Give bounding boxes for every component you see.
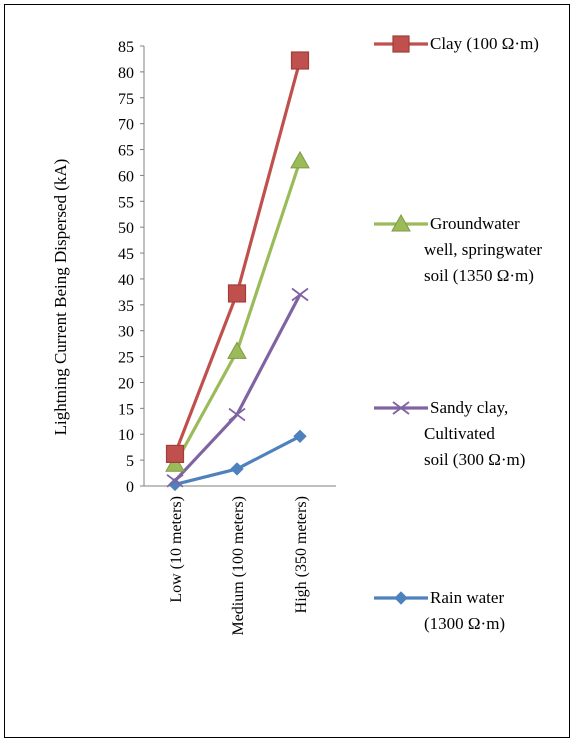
y-tick-label: 65 [118,143,134,160]
legend-label: soil (300 Ω·m) [424,450,525,469]
series-group [165,150,310,472]
data-point [165,444,185,464]
legend-label: well, springwater [424,240,542,259]
legend: Clay (100 Ω·m) Groundwater well, springwat… [374,34,542,633]
y-axis-title-group: Lightning Current Being Dispersed (kA) [51,159,70,436]
legend-label: (1300 Ω·m) [424,614,505,633]
data-point-stroke [291,287,309,302]
series-group [168,429,307,492]
x-tick-label: Low (10 meters) [168,496,185,603]
series-line [173,60,302,455]
legend-label: Groundwater [430,214,520,233]
series-group [166,287,309,488]
y-tick-label: 25 [118,350,134,367]
legend-item: Sandy clay, Cultivated soil (300 Ω·m) [374,398,525,469]
legend-item: Clay (100 Ω·m) [374,34,539,53]
x-ticks: Low (10 meters) Medium (100 meters) High (… [168,496,310,636]
data-point-stroke [392,401,410,415]
y-tick-label: 0 [126,479,134,496]
data-point-stroke [228,407,246,422]
y-tick-label: 40 [118,272,134,289]
legend-swatch-marker [394,591,408,605]
legend-label: Sandy clay, [430,398,508,417]
y-tick-label: 80 [118,65,134,82]
y-tick-label: 50 [118,220,134,237]
y-tick-label: 45 [118,246,134,263]
y-tick-label: 20 [118,375,134,392]
y-tick-label: 10 [118,427,134,444]
legend-label: Clay (100 Ω·m) [430,34,539,53]
y-tick-label: 70 [118,117,134,134]
legend-swatch-marker [392,35,410,53]
data-point [290,51,310,70]
y-tick-label: 85 [118,39,134,56]
series-line [173,160,302,466]
y-axis-title: Lightning Current Being Dispersed (kA) [51,159,70,436]
y-tick-label: 5 [126,453,134,470]
legend-item: Groundwater well, springwater soil (1350 Ω… [374,213,542,285]
y-tick-label: 35 [118,298,134,315]
data-point [165,454,185,472]
legend-label: Rain water [430,588,504,607]
data-point-stroke [166,474,184,488]
chart-frame [4,4,570,738]
data-point [227,341,247,359]
y-tick-label: 55 [118,194,134,211]
legend-label: soil (1350 Ω·m) [424,266,534,285]
y-tick-label: 15 [118,401,134,418]
y-tick-label: 60 [118,168,134,185]
data-point [227,284,247,303]
data-point [168,477,182,492]
data-point [293,429,307,444]
legend-label: Cultivated [424,424,495,443]
data-point [291,287,309,302]
legend-item: Rain water (1300 Ω·m) [374,588,505,633]
legend-swatch-marker [392,401,410,415]
data-point [290,150,310,169]
data-point [230,462,244,476]
y-tick-label: 75 [118,91,134,108]
y-tick-label: 30 [118,324,134,341]
data-point [228,407,246,422]
y-ticks: 0 5 10 15 20 25 30 35 40 45 50 55 60 65 70 75 80 85 [118,39,144,496]
series-group [165,51,310,464]
x-tick-label: Medium (100 meters) [230,496,247,636]
series-line [173,293,302,482]
legend-swatch-marker [391,213,411,232]
series-layer [165,51,310,492]
data-point [166,474,184,488]
x-tick-label: High (350 meters) [293,496,310,613]
